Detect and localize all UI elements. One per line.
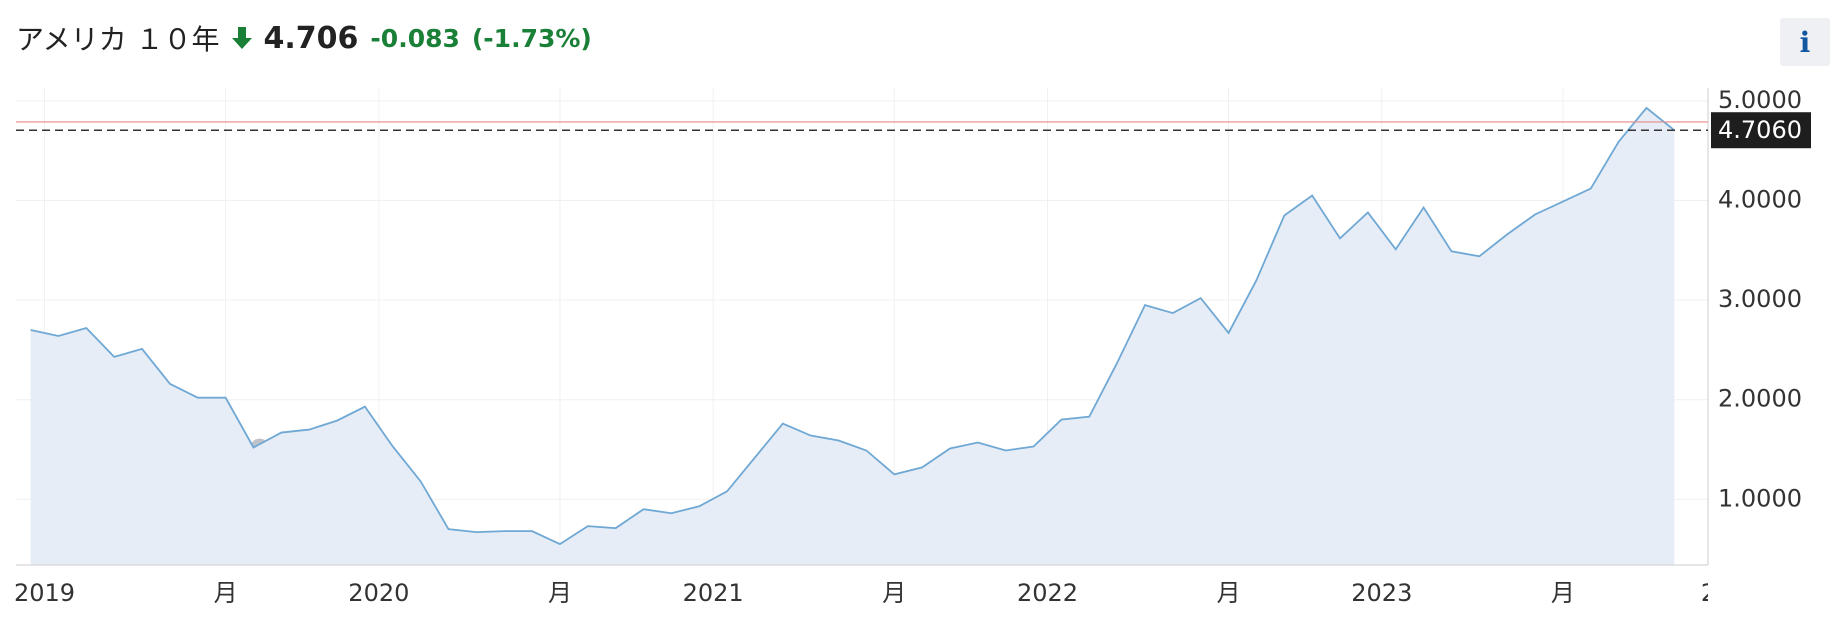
x-tick-label: 2021 — [683, 579, 744, 607]
price: 4.706 — [263, 20, 359, 56]
line — [30, 106, 1675, 546]
x-tick-label: 2022 — [1017, 579, 1078, 607]
x-tick-label: 月 — [1217, 579, 1241, 607]
y-tick-label: 1.0000 — [1718, 484, 1802, 512]
x-tick-label: 2019 — [14, 579, 75, 607]
x-tick-label: 月 — [548, 579, 572, 607]
x-tick-label: 月 — [882, 579, 906, 607]
x-tick-label: 月 — [1551, 579, 1575, 607]
x-tick-label: 2023 — [1351, 579, 1412, 607]
y-tick-label: 4.0000 — [1718, 186, 1802, 214]
x-tick-label: 20 — [1701, 579, 1732, 607]
y-tick-label: 2.0000 — [1718, 385, 1802, 413]
x-tick-label: 2020 — [348, 579, 409, 607]
title: アメリカ １０年 — [16, 23, 220, 56]
area — [30, 107, 1675, 565]
change: -0.083 — [370, 23, 460, 53]
y-tick-label: 3.0000 — [1718, 285, 1802, 313]
down-arrow — [231, 27, 252, 49]
header: アメリカ １０年 4.706 -0.083 (-1.73%) — [16, 18, 592, 58]
current-label: 4.7060 — [1718, 116, 1802, 144]
x-tick-label: 月 — [214, 579, 238, 607]
y-tick-label: 5.0000 — [1718, 86, 1802, 114]
change-pct: (-1.73%) — [471, 23, 592, 53]
current-badge — [1711, 112, 1811, 149]
info-button[interactable]: i — [1780, 18, 1830, 66]
